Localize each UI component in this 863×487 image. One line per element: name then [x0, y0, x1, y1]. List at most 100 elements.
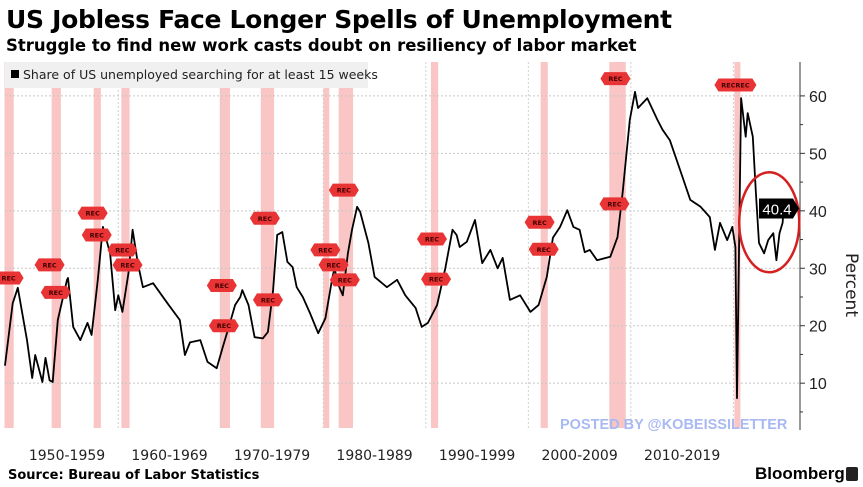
data-point — [496, 267, 499, 269]
rec-marker-label: REC — [215, 282, 229, 290]
data-point — [132, 229, 134, 231]
data-point — [114, 309, 116, 311]
x-tick-label: 2010-2019 — [644, 448, 720, 464]
data-point — [44, 357, 47, 359]
data-point — [222, 346, 224, 348]
data-point — [67, 277, 69, 279]
y-tick-label: 50 — [809, 146, 827, 163]
y-tick-label: 30 — [809, 261, 827, 278]
data-point — [351, 229, 353, 231]
data-point — [736, 397, 738, 399]
data-point — [646, 97, 648, 99]
data-point — [546, 276, 548, 278]
watermark: POSTED BY @KOBEISSILETTER — [560, 417, 788, 433]
data-point — [734, 246, 737, 248]
rec-marker: REC — [421, 272, 452, 286]
data-point — [775, 259, 778, 261]
data-point — [281, 231, 283, 233]
bloomberg-chart-icon — [846, 467, 858, 481]
chart-subtitle: Struggle to find new work casts doubt on… — [6, 36, 637, 55]
data-point — [699, 206, 702, 208]
rec-marker-label: REC — [42, 261, 56, 269]
highlight-ellipse — [737, 171, 801, 274]
data-point — [317, 332, 319, 334]
rec-marker: REC — [206, 279, 237, 293]
rec-marker: REC — [77, 206, 108, 220]
rec-marker-shape — [421, 272, 452, 286]
y-tick-label: 60 — [809, 89, 827, 106]
data-point — [79, 339, 81, 341]
data-point — [444, 267, 446, 269]
data-point — [414, 307, 417, 309]
rec-marker-label: REC — [261, 296, 275, 304]
rec-marker: REC — [310, 243, 341, 257]
data-point — [166, 302, 169, 304]
data-point — [286, 261, 289, 263]
rec-marker-label: REC — [337, 187, 351, 195]
rec-marker-shape — [599, 197, 630, 211]
rec-marker-shape — [77, 206, 108, 220]
rec-marker: REC — [328, 183, 359, 197]
data-point — [302, 296, 304, 298]
rec-marker: REC — [112, 258, 143, 272]
data-point — [179, 319, 181, 321]
rec-marker: REC — [40, 285, 71, 299]
data-point — [459, 246, 461, 248]
x-tick-label: 1990-1999 — [439, 448, 515, 464]
rec-marker-shape — [40, 285, 71, 299]
rec-marker-label: REC — [90, 231, 104, 239]
rec-marker-label: REC — [217, 322, 231, 330]
data-point — [781, 222, 784, 224]
data-point — [481, 262, 483, 264]
data-point — [489, 249, 492, 251]
data-point — [184, 354, 186, 356]
rec-marker-shape — [252, 293, 283, 307]
data-point — [66, 279, 68, 281]
data-point — [347, 252, 349, 254]
data-point — [609, 256, 611, 258]
rec-marker: REC — [208, 319, 239, 333]
data-point — [589, 249, 591, 251]
rec-marker-shape — [208, 319, 239, 333]
data-point — [4, 364, 6, 366]
y-tick-label: 40 — [809, 204, 827, 221]
data-point — [199, 339, 201, 341]
data-point — [679, 169, 681, 171]
data-point — [719, 222, 721, 224]
rec-marker: REC — [600, 72, 631, 86]
rec-marker-shape — [329, 273, 360, 287]
data-point — [637, 107, 639, 109]
data-point — [247, 304, 250, 306]
recession-band — [338, 62, 354, 428]
rec-marker-shape — [600, 72, 631, 86]
rec-marker-shape — [318, 258, 349, 272]
data-point — [559, 226, 561, 228]
data-point — [309, 312, 311, 314]
data-point — [566, 209, 568, 211]
rec-marker-shape — [714, 78, 757, 92]
data-point — [262, 337, 264, 339]
data-point — [656, 119, 659, 121]
recession-band — [260, 62, 275, 428]
recession-band — [51, 62, 61, 428]
rec-marker: REC — [599, 197, 630, 211]
data-point — [324, 317, 326, 319]
data-point — [731, 226, 733, 228]
data-point — [767, 239, 769, 241]
legend-box — [5, 62, 368, 88]
data-point — [12, 302, 14, 304]
data-point — [121, 311, 123, 313]
rec-marker: REC — [34, 258, 65, 272]
rec-marker-label: REC — [608, 75, 622, 83]
data-point — [578, 229, 581, 231]
rec-marker: REC — [318, 258, 349, 272]
data-point — [634, 91, 636, 93]
data-point — [216, 367, 218, 369]
data-point — [752, 136, 754, 138]
data-point — [373, 276, 376, 278]
data-point — [622, 192, 624, 194]
rec-marker-label: REC — [49, 289, 63, 297]
rec-marker-shape — [112, 258, 143, 272]
data-point — [102, 226, 104, 228]
